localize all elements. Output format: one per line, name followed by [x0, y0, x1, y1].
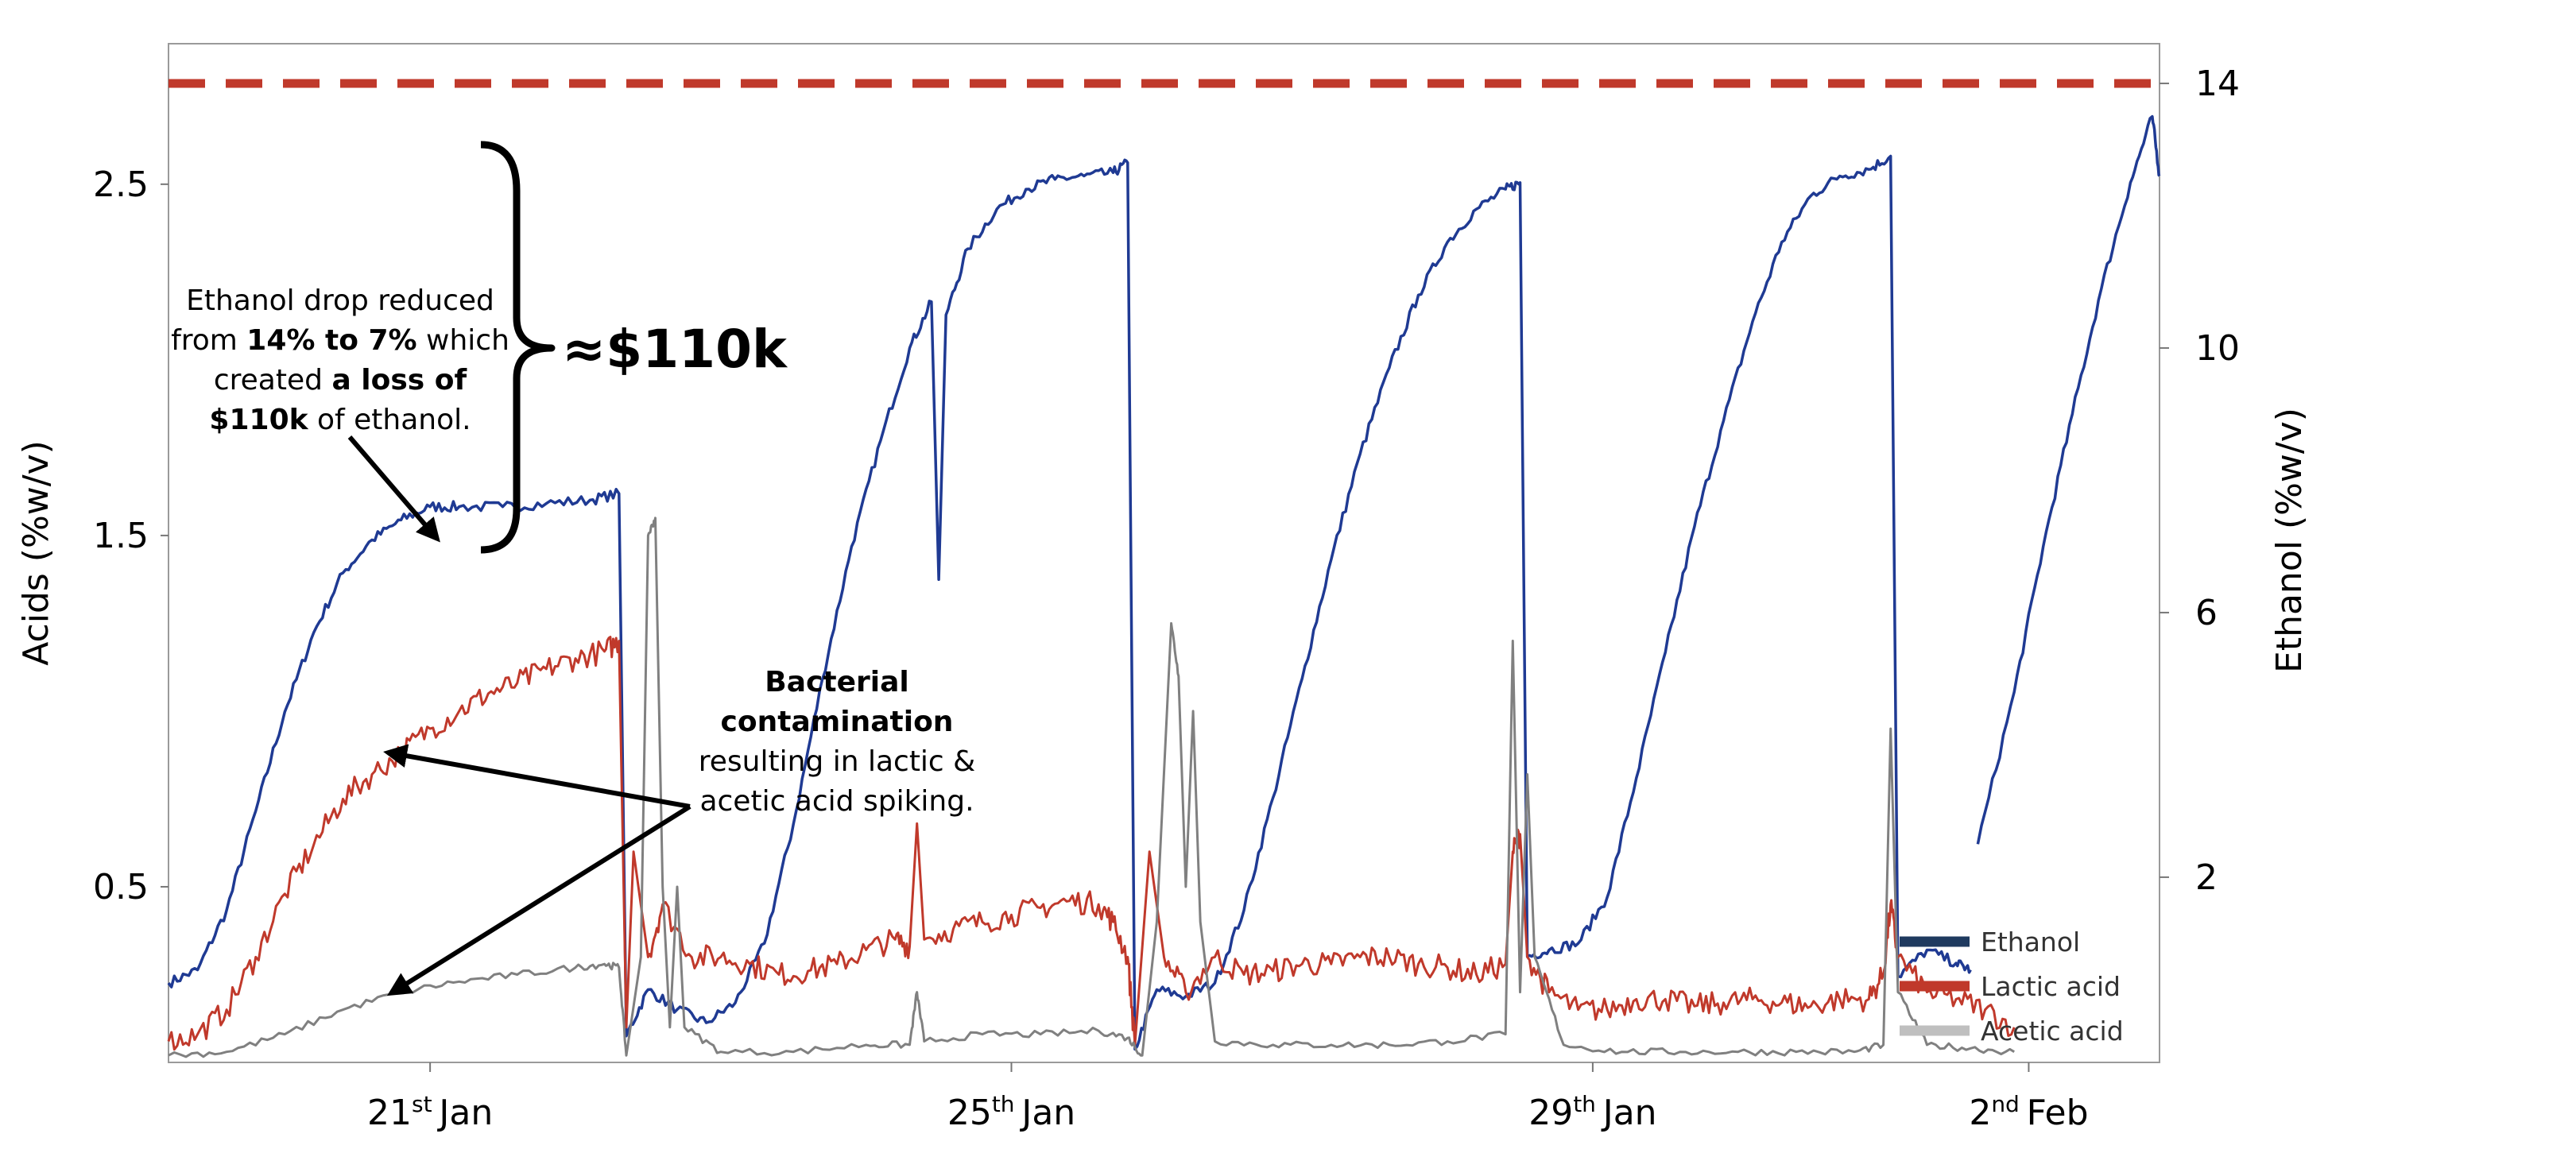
legend-label-1: Ethanol: [1981, 927, 2080, 958]
x-tick-label-0: 21st Jan: [367, 1091, 493, 1133]
arrow-to-lactic-acid: [383, 744, 691, 809]
loss-brace: [480, 141, 556, 554]
axis-layer: 0.5 1.5 2.5 2 6 10 14 21st Jan 25th Jan 29th Jan 2…: [16, 64, 2310, 1133]
series-line-2: [1976, 114, 2161, 845]
y-left-tick-label-0: 0.5: [93, 867, 149, 907]
arrow-to-ethanol-plateau: [347, 435, 440, 543]
arrow-to-acetic-acid: [386, 804, 691, 996]
loss-label: ≈$110k: [562, 319, 788, 380]
y-right-tick-label-0: 2: [2195, 857, 2218, 898]
contamination-annotation: Bacterial contamination resulting in lacti…: [699, 666, 976, 818]
series-layer: [167, 114, 2161, 1058]
ethanol-drop-annotation: Ethanol drop reduced from 14% to 7% which…: [171, 284, 509, 436]
y-left-axis-title: Acids (%w/v): [16, 440, 56, 666]
y-left-tick-label-2: 2.5: [93, 164, 149, 205]
legend-label-3: Acetic acid: [1981, 1016, 2124, 1047]
series-line-4: [168, 517, 2015, 1058]
y-right-axis-title: Ethanol (%w/v): [2269, 408, 2310, 673]
annotation-layer: Ethanol drop reduced from 14% to 7% which…: [171, 141, 976, 996]
legend-label-2: Lactic acid: [1981, 971, 2121, 1002]
x-tick-label-2: 29th Jan: [1528, 1091, 1656, 1133]
x-tick-label-3: 2nd Feb: [1969, 1091, 2088, 1133]
x-tick-label-1: 25th Jan: [947, 1091, 1075, 1133]
y-right-tick-label-3: 14: [2195, 64, 2240, 104]
series-line-1: [167, 154, 1972, 1051]
plot-frame: [168, 43, 2160, 1063]
legend-layer: Ethanol Lactic acid Acetic acid: [1900, 927, 2124, 1047]
y-right-tick-label-2: 10: [2195, 328, 2240, 369]
y-left-tick-label-1: 1.5: [93, 516, 149, 556]
series-line-3: [167, 636, 2016, 1051]
y-right-tick-label-1: 6: [2195, 593, 2218, 633]
